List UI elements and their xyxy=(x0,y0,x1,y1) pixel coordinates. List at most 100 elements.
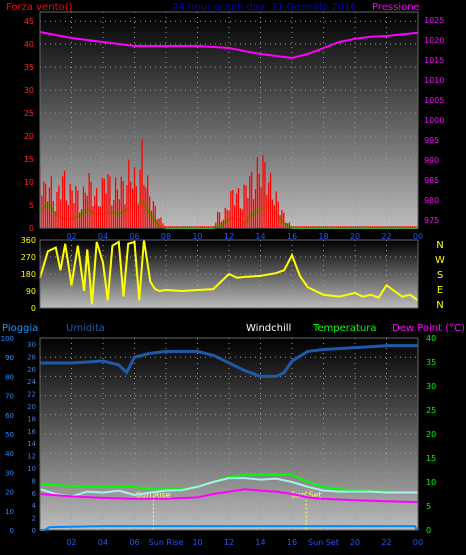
temperature-tick-label: 10 xyxy=(426,478,436,487)
temperature-header: Temperatura xyxy=(312,323,377,334)
rain-tick-label: 90 xyxy=(5,354,14,362)
rain-line xyxy=(40,525,419,531)
x-tick-label: Sun Set xyxy=(308,538,339,547)
windchill-line xyxy=(39,477,418,498)
pressure-line xyxy=(39,31,419,60)
rain-tick-label: 60 xyxy=(5,412,14,420)
dewpoint-line xyxy=(39,488,419,504)
x-tick-label: 04 xyxy=(98,538,108,547)
x-tick-label: 06 xyxy=(129,232,139,241)
humidity-tick-label: 12 xyxy=(27,453,36,461)
rain-tick-label: 30 xyxy=(5,469,14,477)
pressure-tick-label: 1015 xyxy=(424,56,444,65)
rain-tick-label: 40 xyxy=(5,450,14,458)
humidity-tick-label: 18 xyxy=(27,415,36,423)
wind-tick-label: 15 xyxy=(24,155,34,164)
humidity-tick-label: 28 xyxy=(27,353,36,361)
compass-label: N xyxy=(436,300,443,311)
x-tick-label: 18 xyxy=(318,232,328,241)
temperature-tick-label: 40 xyxy=(426,334,436,343)
pressure-tick-label: 1000 xyxy=(424,116,444,125)
direction-tick-label: 0 xyxy=(31,304,36,313)
rain-tick-label: 20 xyxy=(5,489,14,497)
x-tick-label: 16 xyxy=(287,232,297,241)
compass-label: E xyxy=(437,285,443,296)
x-tick-label: 12 xyxy=(224,538,234,547)
wind-tick-label: 30 xyxy=(24,86,34,95)
humidity-tick-label: 30 xyxy=(27,341,36,349)
rain-tick-label: 10 xyxy=(5,508,14,516)
temperature-tick-label: 20 xyxy=(426,430,436,439)
sunrise-label: Sun Rise xyxy=(136,490,171,499)
x-tick-label: 14 xyxy=(255,538,265,547)
temperature-tick-label: 35 xyxy=(426,358,436,367)
rain-tick-label: 100 xyxy=(1,335,14,343)
wind-tick-label: 40 xyxy=(24,40,34,49)
humidity-tick-label: 2 xyxy=(32,515,36,523)
temperature-tick-label: 0 xyxy=(426,526,431,535)
x-tick-label: 04 xyxy=(98,232,108,241)
chart-title: 24 hour graph day: 31 Gennaio 2016 xyxy=(172,2,357,13)
wind-tick-label: 20 xyxy=(24,132,34,141)
humidity-tick-label: 20 xyxy=(27,403,36,411)
x-tick-label: 10 xyxy=(192,232,202,241)
pressure-tick-label: 975 xyxy=(424,216,439,225)
pressure-tick-label: 1025 xyxy=(424,16,444,25)
direction-tick-label: 360 xyxy=(21,236,36,245)
x-tick-label: 20 xyxy=(350,538,360,547)
x-tick-label: 10 xyxy=(192,538,202,547)
direction-line xyxy=(39,239,419,305)
temperature-tick-label: 15 xyxy=(426,454,436,463)
humidity-tick-label: 6 xyxy=(32,490,37,498)
humidity-tick-label: 10 xyxy=(27,465,36,473)
pressure-tick-label: 1005 xyxy=(424,96,444,105)
humidity-tick-label: 24 xyxy=(27,378,36,386)
temperature-tick-label: 25 xyxy=(426,406,436,415)
humidity-header: Umidita xyxy=(66,323,105,334)
pressure-tick-label: 995 xyxy=(424,136,439,145)
pressure-tick-label: 1010 xyxy=(424,76,444,85)
rain-tick-label: 0 xyxy=(10,527,14,535)
temperature-tick-label: 5 xyxy=(426,502,431,511)
x-tick-label: 02 xyxy=(66,232,76,241)
wind-tick-label: 5 xyxy=(29,201,34,210)
direction-tick-label: 180 xyxy=(21,270,36,279)
direction-tick-label: 90 xyxy=(26,287,36,296)
wind-tick-label: 10 xyxy=(24,178,34,187)
pressure-tick-label: 990 xyxy=(424,156,439,165)
humidity-tick-label: 0 xyxy=(32,527,36,535)
x-tick-label: 00 xyxy=(413,538,423,547)
compass-label: N xyxy=(436,240,443,251)
compass-label: W xyxy=(435,255,445,266)
x-tick-label: 06 xyxy=(129,538,139,547)
x-tick-label: 12 xyxy=(224,232,234,241)
dewpoint-header: Dew Point (°C) xyxy=(392,323,465,334)
humidity-tick-label: 16 xyxy=(27,428,36,436)
humidity-tick-label: 22 xyxy=(27,391,36,399)
x-tick-label: 20 xyxy=(350,232,360,241)
x-tick-label: 08 xyxy=(161,232,171,241)
humidity-tick-label: 14 xyxy=(27,440,36,448)
pressure-tick-label: 985 xyxy=(424,176,439,185)
rain-tick-label: 80 xyxy=(5,373,14,381)
wind-tick-label: 45 xyxy=(24,17,34,26)
wind-tick-label: 0 xyxy=(29,224,34,233)
pressure-tick-label: 980 xyxy=(424,196,439,205)
wind-tick-label: 35 xyxy=(24,63,34,72)
temperature-tick-label: 30 xyxy=(426,382,436,391)
humidity-tick-label: 8 xyxy=(32,477,36,485)
x-tick-label: 14 xyxy=(255,232,265,241)
rain-header: Pioggia xyxy=(2,323,38,334)
compass-label: S xyxy=(437,270,443,281)
humidity-line xyxy=(40,344,418,378)
x-tick-label: 22 xyxy=(381,232,391,241)
direction-tick-label: 270 xyxy=(21,253,36,262)
wind-tick-label: 25 xyxy=(24,109,34,118)
wind-axis-label: Forza vento() xyxy=(6,2,73,13)
humidity-tick-label: 4 xyxy=(32,502,37,510)
windchill-header: Windchill xyxy=(246,323,291,334)
pressure-axis-label: Pressione xyxy=(372,2,420,13)
x-tick-label: 22 xyxy=(381,538,391,547)
rain-tick-label: 50 xyxy=(5,431,14,439)
